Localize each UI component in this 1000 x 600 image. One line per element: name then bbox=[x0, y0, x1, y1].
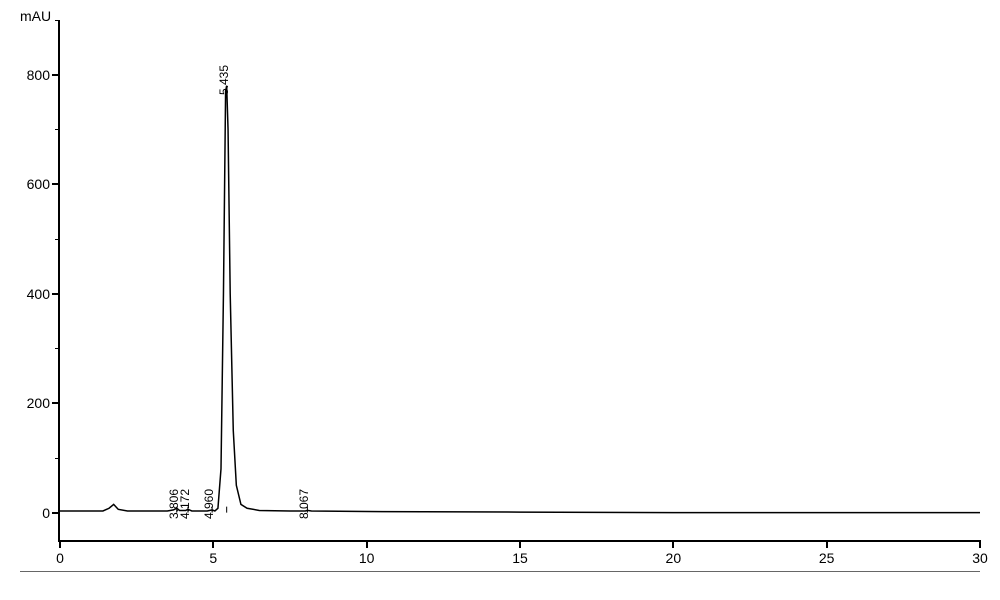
peak-label: 8.067 bbox=[297, 489, 311, 519]
x-tick bbox=[979, 540, 981, 548]
y-tick-minor bbox=[55, 20, 60, 21]
y-tick-minor bbox=[55, 458, 60, 459]
y-tick-label: 400 bbox=[27, 286, 50, 302]
y-tick-label: 600 bbox=[27, 176, 50, 192]
y-tick-minor bbox=[55, 129, 60, 130]
y-tick bbox=[52, 512, 60, 514]
x-tick bbox=[59, 540, 61, 548]
y-tick-label: 200 bbox=[27, 395, 50, 411]
x-tick-label: 25 bbox=[819, 550, 835, 566]
x-tick-label: 15 bbox=[512, 550, 528, 566]
chromatogram-trace bbox=[60, 86, 980, 513]
chromatogram-chart: mAU 02004006008000510152025303.8064.1724… bbox=[0, 0, 1000, 600]
bottom-border bbox=[20, 571, 980, 572]
peak-label: 5.435 bbox=[217, 65, 231, 95]
y-tick-label: 0 bbox=[42, 505, 50, 521]
y-tick-minor bbox=[55, 239, 60, 240]
plot-area: 02004006008000510152025303.8064.1724.960… bbox=[58, 20, 980, 542]
x-tick bbox=[366, 540, 368, 548]
y-tick bbox=[52, 183, 60, 185]
peak-label: 4.960 bbox=[202, 489, 216, 519]
y-tick bbox=[52, 402, 60, 404]
y-tick bbox=[52, 293, 60, 295]
x-tick-label: 5 bbox=[209, 550, 217, 566]
x-tick bbox=[672, 540, 674, 548]
trace-svg bbox=[60, 20, 980, 540]
y-tick-label: 800 bbox=[27, 67, 50, 83]
x-tick bbox=[212, 540, 214, 548]
x-tick bbox=[826, 540, 828, 548]
y-tick bbox=[52, 74, 60, 76]
x-tick-label: 30 bbox=[972, 550, 988, 566]
x-tick bbox=[519, 540, 521, 548]
y-tick-minor bbox=[55, 348, 60, 349]
x-tick-label: 10 bbox=[359, 550, 375, 566]
x-tick-label: 20 bbox=[666, 550, 682, 566]
peak-label: 4.172 bbox=[178, 489, 192, 519]
x-tick-label: 0 bbox=[56, 550, 64, 566]
y-axis-unit: mAU bbox=[20, 8, 51, 24]
